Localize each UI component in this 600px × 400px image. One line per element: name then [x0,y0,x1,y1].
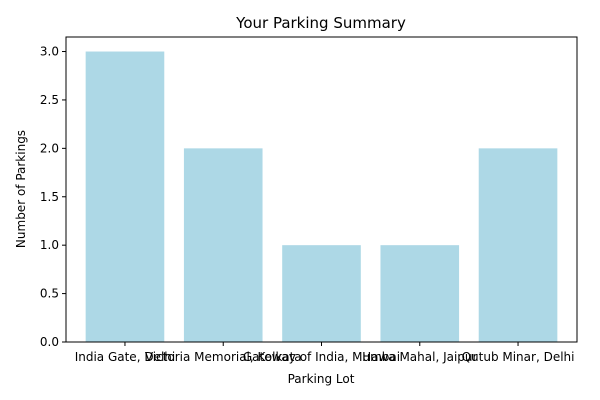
y-tick-label: 1.5 [40,190,59,204]
x-tick-label: Qutub Minar, Delhi [462,350,575,364]
y-tick-label: 0.5 [40,287,59,301]
bar-4 [478,148,558,342]
plot-area: 0.0 0.5 1.0 1.5 2.0 2.5 3.0 India Gate, DelhiVi… [40,36,578,364]
x-tick-label: Hawa Mahal, Jaipur [362,350,477,364]
y-tick-label: 0.0 [40,335,59,349]
x-axis-label: Parking Lot [288,372,355,386]
x-tick-label: Victoria Memorial, Kolkata [145,350,302,364]
y-tick-label: 1.0 [40,238,59,252]
y-tick-label: 3.0 [40,45,59,59]
x-tick-label: India Gate, Delhi [75,350,176,364]
y-tick-label: 2.0 [40,141,59,155]
y-tick-label: 2.5 [40,93,59,107]
bar-3 [380,245,460,342]
y-axis-label: Number of Parkings [14,130,28,248]
plot-frame [65,36,578,343]
bar-0 [85,51,165,343]
bar-2 [282,245,361,342]
bar-1 [183,148,263,342]
chart-title: Your Parking Summary [235,14,406,32]
x-tick-label: Gateway of India, Mumbai [243,350,400,364]
